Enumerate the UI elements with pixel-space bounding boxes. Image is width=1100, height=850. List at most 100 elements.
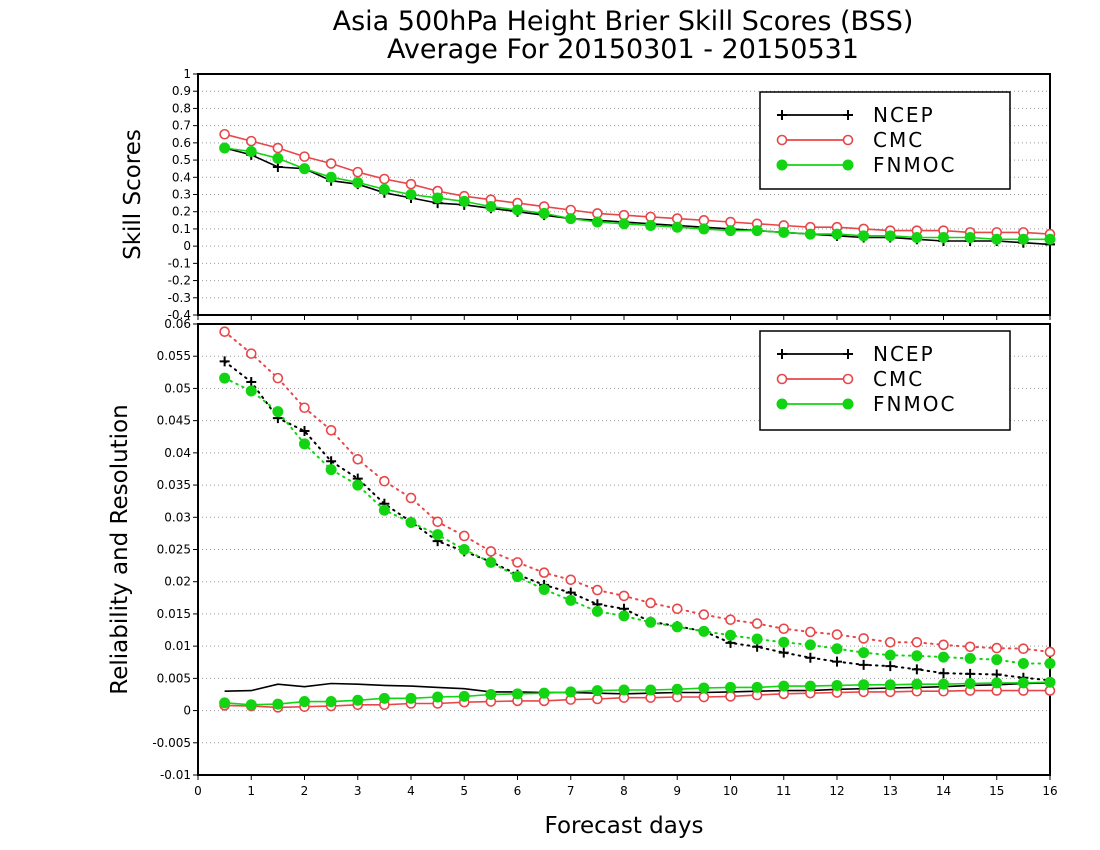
data-point <box>618 218 630 230</box>
data-point <box>991 642 1003 654</box>
plot-frame <box>197 323 1051 776</box>
data-point <box>843 110 853 120</box>
y-tick-label: 0.8 <box>172 101 191 115</box>
y-axis-label: Reliability and Resolution <box>107 404 133 694</box>
series-fnmoc-solid <box>219 676 1056 711</box>
x-axis-label: Forecast days <box>545 813 704 839</box>
data-point <box>352 479 364 491</box>
data-point <box>512 571 523 583</box>
data-point <box>991 677 1003 689</box>
data-point <box>884 649 896 661</box>
x-tick-label: 0 <box>194 784 202 798</box>
data-point <box>219 697 231 709</box>
data-point <box>272 372 284 384</box>
data-point <box>405 692 417 704</box>
data-point <box>938 232 949 244</box>
data-point <box>858 679 870 691</box>
data-point <box>725 629 736 641</box>
y-tick-label: -0.005 <box>152 736 191 750</box>
data-point <box>405 178 417 190</box>
data-point <box>458 530 470 542</box>
data-point <box>538 567 550 578</box>
x-tick-label: 11 <box>776 784 791 798</box>
data-point <box>911 232 923 244</box>
series-fnmoc-solid <box>219 142 1056 245</box>
data-point <box>964 232 976 244</box>
data-point <box>379 475 390 487</box>
data-point <box>804 680 816 692</box>
legend-entry-ncep: NCEP <box>777 103 935 127</box>
legend-label: CMC <box>873 128 924 152</box>
data-point <box>884 636 896 648</box>
data-point <box>591 216 603 228</box>
data-point <box>458 544 470 555</box>
data-point <box>842 159 854 171</box>
data-point <box>432 529 444 541</box>
legend-entry-cmc: CMC <box>776 367 922 391</box>
data-point <box>938 651 949 663</box>
y-tick-label: 0.02 <box>164 575 191 589</box>
data-point <box>458 195 470 207</box>
x-tick-label: 5 <box>460 784 468 798</box>
data-point <box>842 373 854 385</box>
legend-entry-fnmoc: FNMOC <box>776 392 954 416</box>
data-point <box>245 348 257 359</box>
data-point <box>219 128 230 140</box>
y-tick-label: 0.025 <box>157 543 191 557</box>
data-point <box>991 233 1003 245</box>
data-point <box>618 590 630 602</box>
data-point <box>352 176 364 188</box>
data-point <box>352 166 364 178</box>
data-point <box>858 659 869 670</box>
data-point <box>591 685 603 697</box>
data-point <box>299 438 310 450</box>
data-point <box>884 230 896 242</box>
data-point <box>911 664 922 675</box>
y-tick-label: 0.06 <box>164 317 191 331</box>
data-point <box>299 163 310 175</box>
data-point <box>378 692 390 704</box>
data-point <box>272 406 284 418</box>
data-point <box>831 228 843 240</box>
x-tick-label: 8 <box>620 784 628 798</box>
data-point <box>725 225 736 237</box>
data-point <box>831 643 843 655</box>
y-tick-label: 0 <box>183 704 191 718</box>
data-point <box>804 639 816 651</box>
legend-label: NCEP <box>873 103 935 127</box>
data-point <box>842 398 854 410</box>
data-point <box>245 145 257 157</box>
data-point <box>299 696 310 708</box>
data-point <box>352 453 364 465</box>
series-fnmoc-dotted <box>219 372 1056 670</box>
data-point <box>964 641 976 653</box>
data-point <box>938 668 949 679</box>
data-point <box>325 425 337 436</box>
y-tick-label: 0.9 <box>172 84 191 98</box>
data-point <box>911 650 923 662</box>
y-tick-label: 0.1 <box>172 222 191 236</box>
data-point <box>325 696 337 708</box>
legend-label: FNMOC <box>873 153 956 177</box>
y-tick-label: 0.6 <box>172 136 191 150</box>
data-point <box>272 698 284 710</box>
data-point <box>777 110 787 120</box>
data-point <box>565 574 577 586</box>
x-tick-label: 9 <box>673 784 681 798</box>
data-point <box>778 680 790 692</box>
data-point <box>751 681 763 693</box>
data-point <box>1044 676 1056 688</box>
y-tick-label: -0.01 <box>160 768 191 782</box>
data-point <box>592 584 603 596</box>
data-point <box>671 683 683 695</box>
y-tick-label: 0.7 <box>172 119 191 133</box>
data-point <box>725 691 736 702</box>
y-tick-label: 0.055 <box>157 349 191 363</box>
data-point <box>325 464 337 476</box>
data-point <box>645 597 656 609</box>
data-point <box>219 372 231 384</box>
data-point <box>538 583 550 595</box>
data-point <box>219 142 231 154</box>
data-point <box>591 605 603 617</box>
data-point <box>698 691 710 703</box>
